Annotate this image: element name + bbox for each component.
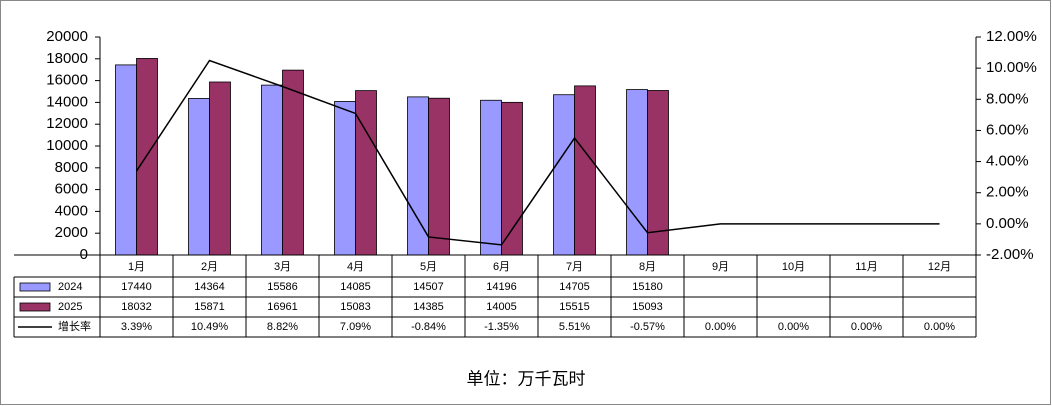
- table-value: 17440: [121, 281, 152, 293]
- y-tick-label: 20000: [46, 28, 88, 45]
- y2-tick-label: 8.00%: [986, 90, 1029, 107]
- bar: [261, 84, 283, 256]
- table-value: 14507: [413, 281, 444, 293]
- table-value: 10.49%: [191, 321, 229, 333]
- table-value: 14005: [486, 301, 517, 313]
- table-value: 14705: [559, 281, 590, 293]
- x-tick-label: 6月: [493, 261, 510, 273]
- table-value: 3.39%: [121, 321, 152, 333]
- table-value: 15083: [340, 301, 371, 313]
- y2-tick-label: 2.00%: [986, 184, 1029, 201]
- bar: [574, 85, 596, 256]
- x-tick-label: 3月: [274, 261, 291, 273]
- x-tick-label: 11月: [855, 261, 877, 273]
- bar: [626, 89, 648, 256]
- x-tick-label: 2月: [201, 261, 218, 273]
- y-tick-label: 18000: [46, 50, 88, 67]
- footnote: 单位：万千瓦时: [467, 369, 586, 388]
- x-tick-label: 8月: [639, 261, 656, 273]
- legend-swatch: [19, 282, 51, 292]
- bar: [501, 101, 523, 256]
- table-value: 15871: [194, 301, 225, 313]
- x-tick-label: 4月: [347, 261, 364, 273]
- y2-tick-label: 6.00%: [986, 121, 1029, 138]
- bar: [428, 97, 450, 256]
- table-value: 14364: [194, 281, 225, 293]
- table-value: 0.00%: [705, 321, 736, 333]
- table-value: 16961: [267, 301, 298, 313]
- x-tick-label: 7月: [566, 261, 583, 273]
- y-tick-label: 10000: [46, 137, 88, 154]
- legend-label: 2024: [58, 281, 82, 293]
- table-value: 15093: [632, 301, 663, 313]
- y-tick-label: 16000: [46, 72, 88, 89]
- bar: [282, 69, 304, 256]
- table-value: 0.00%: [778, 321, 809, 333]
- table-value: 14385: [413, 301, 444, 313]
- table-value: 0.00%: [924, 321, 955, 333]
- y2-tick-label: 4.00%: [986, 153, 1029, 170]
- bar: [209, 81, 231, 256]
- legend-swatch: [19, 302, 51, 312]
- bar: [115, 64, 137, 256]
- table-value: -0.84%: [411, 321, 446, 333]
- table-value: 0.00%: [851, 321, 882, 333]
- x-tick-label: 9月: [712, 261, 729, 273]
- table-value: 8.82%: [267, 321, 298, 333]
- y-tick-label: 14000: [46, 93, 88, 110]
- bar: [480, 99, 502, 256]
- y2-tick-label: 12.00%: [986, 28, 1037, 45]
- y-tick-label: 4000: [55, 202, 88, 219]
- legend-label: 增长率: [58, 319, 91, 333]
- y2-tick-label: 0.00%: [986, 215, 1029, 232]
- x-tick-label: 12月: [928, 261, 951, 273]
- table-value: 15515: [559, 301, 590, 313]
- y2-tick-label: -2.00%: [986, 246, 1034, 263]
- table-value: 15586: [267, 281, 298, 293]
- legend-label: 2025: [58, 301, 82, 313]
- table-value: -0.57%: [630, 321, 665, 333]
- table-value: 14085: [340, 281, 371, 293]
- bar: [355, 90, 377, 256]
- y-tick-label: 6000: [55, 181, 88, 198]
- table-value: 18032: [121, 301, 152, 313]
- y2-tick-label: 10.00%: [986, 59, 1037, 76]
- bar: [188, 98, 210, 256]
- x-tick-label: 1月: [128, 261, 145, 273]
- bar: [334, 101, 356, 256]
- table-value: 5.51%: [559, 321, 590, 333]
- x-tick-label: 5月: [420, 261, 437, 273]
- bar: [136, 58, 158, 256]
- table-value: 14196: [486, 281, 517, 293]
- y-tick-label: 2000: [55, 224, 88, 241]
- x-tick-label: 10月: [782, 261, 805, 273]
- y-tick-label: 12000: [46, 115, 88, 132]
- y-tick-label: 8000: [55, 159, 88, 176]
- table-value: 15180: [632, 281, 663, 293]
- bar: [553, 94, 575, 256]
- table-value: -1.35%: [484, 321, 519, 333]
- table-value: 7.09%: [340, 321, 371, 333]
- growth-line: [135, 59, 940, 246]
- y-tick-label: 0: [80, 246, 88, 263]
